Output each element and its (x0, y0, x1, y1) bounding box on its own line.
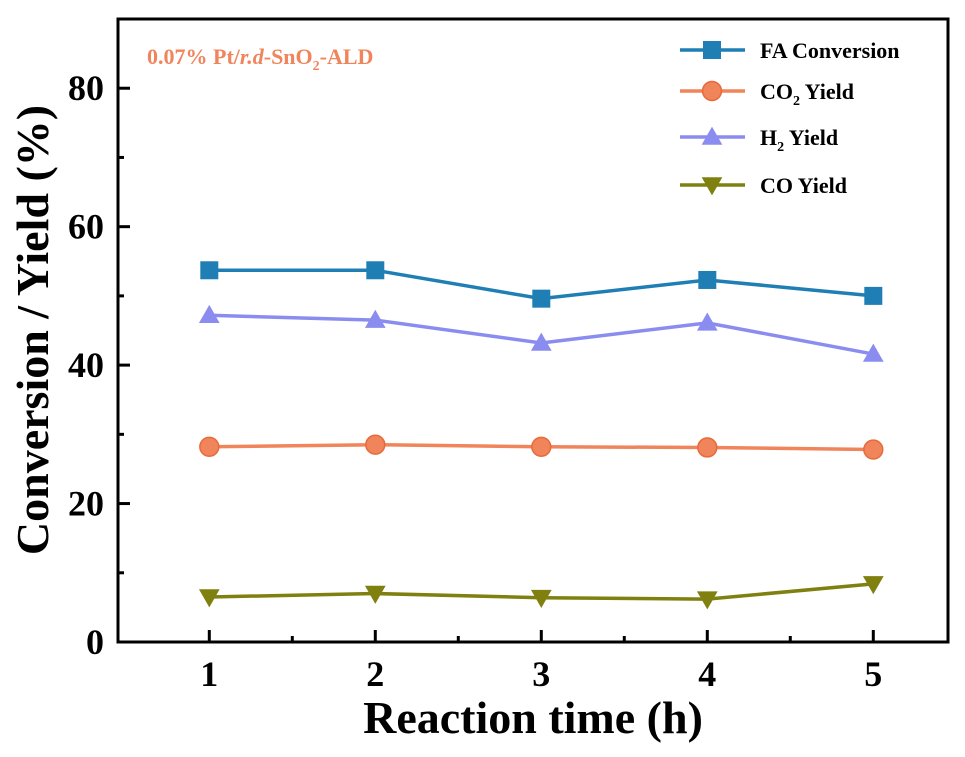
x-axis-title: Reaction time (h) (363, 692, 703, 743)
triangle-up-marker (198, 304, 220, 324)
circle-marker (863, 439, 884, 460)
square-marker (864, 286, 883, 305)
circle-marker (701, 80, 723, 102)
triangle-up-marker (696, 312, 718, 331)
legend-label: CO Yield (760, 173, 847, 198)
circle-marker (365, 434, 386, 455)
triangle-down-marker (198, 589, 220, 608)
data-series (198, 261, 884, 610)
square-marker (366, 261, 385, 280)
square-marker (200, 261, 219, 280)
legend: FA Conversion CO2 Yield H2 Yield CO Yield (680, 38, 900, 198)
axis-ticks: 1 2 3 4 5 0 20 40 60 80 (68, 68, 882, 694)
triangle-up-marker (701, 126, 723, 145)
circle-marker (697, 437, 718, 458)
legend-label: H2 Yield (760, 125, 838, 155)
y-tick-label: 0 (86, 622, 104, 662)
x-tick-label: 2 (366, 654, 384, 694)
square-marker (698, 270, 717, 289)
legend-label: FA Conversion (760, 38, 900, 63)
triangle-down-marker (530, 589, 552, 609)
x-tick-label: 4 (698, 654, 716, 694)
triangle-down-marker (862, 576, 884, 595)
x-tick-label: 5 (864, 654, 882, 694)
chart-annotation: 0.07% Pt/r.d-SnO2-ALD (147, 44, 373, 74)
y-tick-label: 60 (68, 207, 104, 247)
triangle-down-marker (701, 177, 723, 196)
triangle-up-marker (364, 309, 386, 328)
circle-marker (531, 436, 552, 457)
triangle-down-marker (364, 585, 386, 604)
y-tick-label: 20 (68, 484, 104, 524)
square-marker (532, 289, 551, 308)
x-tick-label: 1 (200, 654, 218, 694)
x-tick-label: 3 (532, 654, 550, 694)
triangle-up-marker (530, 332, 552, 351)
triangle-up-marker (862, 343, 884, 362)
y-tick-label: 80 (68, 68, 104, 108)
y-axis-title: Conversion / Yield (%) (7, 105, 58, 555)
triangle-down-marker (696, 591, 718, 610)
square-marker (703, 41, 721, 59)
circle-marker (199, 436, 220, 457)
legend-label: CO2 Yield (760, 79, 854, 109)
plot-frame (116, 17, 950, 644)
y-tick-label: 40 (68, 345, 104, 385)
